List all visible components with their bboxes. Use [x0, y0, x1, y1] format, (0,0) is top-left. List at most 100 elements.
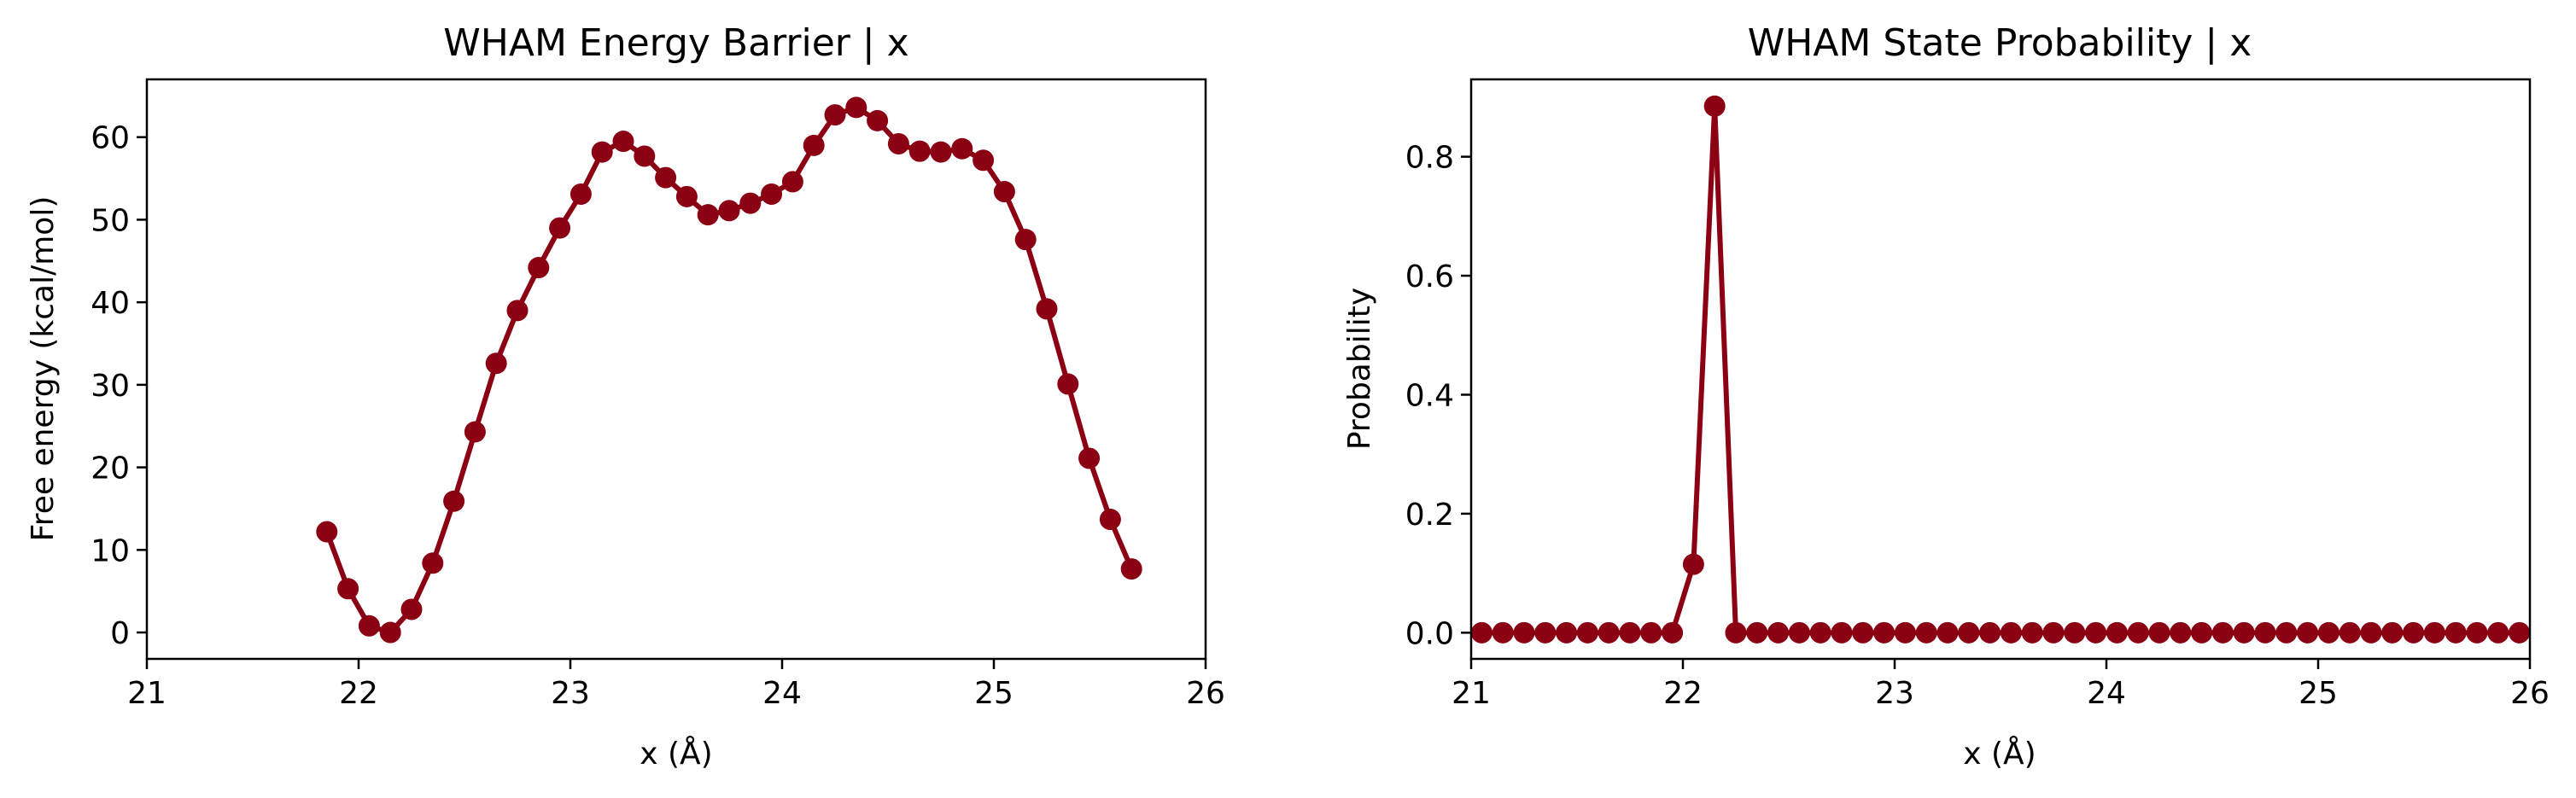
probability-data-point: [1936, 621, 1959, 644]
probability-data-point: [1682, 553, 1704, 575]
probability-data-point: [2191, 621, 2213, 644]
probability-data-point: [1767, 621, 1790, 644]
probability-data-point: [1598, 621, 1620, 644]
energy-data-point: [697, 204, 719, 226]
probability-data-point: [2509, 621, 2531, 644]
probability-data-point: [1534, 621, 1557, 644]
energy-y-axis-label: Free energy (kcal/mol): [26, 196, 61, 542]
probability-data-point: [1979, 621, 2001, 644]
energy-data-point: [634, 145, 656, 167]
energy-data-point: [485, 352, 507, 375]
energy-data-point: [951, 137, 973, 160]
probability-data-point: [2064, 621, 2086, 644]
probability-ticks: 21 22 23 24 25 26 0.0 0.2 0.4 0.6 0.8: [1405, 141, 2550, 711]
probability-data-point: [1788, 621, 1810, 644]
energy-data-point: [803, 134, 825, 156]
energy-data-point: [655, 166, 677, 189]
probability-data-point: [2487, 621, 2509, 644]
energy-y-tick-label: 0: [110, 616, 130, 651]
probability-y-tick-label: 0.2: [1405, 498, 1454, 533]
probability-data-point: [1894, 621, 1916, 644]
energy-data-point: [761, 183, 783, 205]
probability-data-point: [2233, 621, 2255, 644]
probability-data-point: [2297, 621, 2319, 644]
energy-y-tick-label: 10: [91, 533, 130, 568]
probability-x-tick-label: 25: [2299, 676, 2338, 711]
probability-series: [1470, 95, 2531, 644]
energy-x-tick-label: 21: [127, 676, 166, 711]
probability-y-tick-label: 0.0: [1405, 616, 1454, 651]
energy-data-point: [549, 217, 571, 239]
probability-y-tick-label: 0.8: [1405, 141, 1454, 176]
energy-plot-frame: [145, 78, 1207, 661]
probability-data-point: [2317, 621, 2339, 644]
probability-chart-title: WHAM State Probability | x: [1748, 21, 2252, 65]
probability-data-point: [2403, 621, 2425, 644]
energy-series: [316, 96, 1142, 644]
probability-data-point: [1809, 621, 1831, 644]
energy-data-point: [337, 578, 359, 600]
probability-data-point: [1513, 621, 1535, 644]
probability-x-tick-label: 23: [1875, 676, 1914, 711]
energy-data-point: [781, 171, 803, 193]
energy-data-point: [422, 552, 444, 574]
energy-data-point: [675, 185, 698, 207]
energy-barrier-chart: WHAM Energy Barrier | x 21 22 23 24 25 260102…: [26, 21, 1225, 772]
energy-x-tick-label: 24: [762, 676, 802, 711]
energy-x-tick-label: 22: [339, 676, 378, 711]
probability-data-point: [1915, 621, 1937, 644]
probability-data-point: [2211, 621, 2234, 644]
energy-y-tick-label: 30: [91, 369, 130, 404]
energy-x-tick-label: 23: [551, 676, 590, 711]
probability-data-point: [2085, 621, 2107, 644]
probability-data-point: [2423, 621, 2445, 644]
probability-data-point: [1852, 621, 1874, 644]
probability-x-tick-label: 22: [1663, 676, 1703, 711]
energy-data-point: [379, 621, 401, 644]
energy-data-point: [993, 181, 1015, 203]
probability-data-point: [2360, 621, 2382, 644]
energy-data-point: [612, 131, 634, 153]
energy-data-point: [1078, 447, 1101, 469]
energy-chart-title: WHAM Energy Barrier | x: [443, 21, 908, 65]
energy-data-point: [930, 141, 952, 163]
probability-data-point: [2381, 621, 2404, 644]
probability-data-point: [1703, 95, 1726, 117]
probability-series-line: [1479, 103, 2522, 636]
energy-data-point: [908, 140, 931, 162]
probability-data-point: [1662, 621, 1684, 644]
energy-data-point: [443, 490, 465, 512]
probability-y-tick-label: 0.6: [1405, 259, 1454, 294]
energy-data-point: [824, 104, 846, 126]
state-probability-chart: WHAM State Probability | x 21 22 23 24 25 26 0…: [1342, 21, 2550, 772]
energy-data-point: [400, 598, 423, 620]
probability-data-point: [2445, 621, 2467, 644]
probability-x-tick-label: 24: [2087, 676, 2126, 711]
energy-data-point: [528, 257, 550, 279]
energy-y-tick-label: 60: [91, 121, 130, 156]
probability-data-point: [2042, 621, 2065, 644]
energy-y-tick-label: 40: [91, 286, 130, 321]
energy-x-tick-label: 26: [1186, 676, 1225, 711]
probability-x-axis-label: x (Å): [1963, 735, 2036, 772]
probability-data-point: [2021, 621, 2043, 644]
energy-data-point: [845, 96, 867, 119]
probability-plot-frame: [1469, 78, 2532, 661]
probability-data-point: [2127, 621, 2149, 644]
energy-data-point: [1120, 558, 1142, 580]
energy-data-point: [1014, 229, 1037, 251]
probability-data-point: [2275, 621, 2298, 644]
energy-data-point: [887, 132, 909, 154]
energy-data-point: [464, 421, 486, 443]
probability-data-point: [1958, 621, 1980, 644]
probability-data-point: [2148, 621, 2170, 644]
energy-data-point: [973, 149, 995, 172]
energy-data-point: [867, 109, 889, 131]
probability-data-point: [1873, 621, 1895, 644]
energy-y-tick-label: 20: [91, 451, 130, 486]
probability-data-point: [2106, 621, 2128, 644]
probability-data-point: [1831, 621, 1853, 644]
probability-data-point: [1576, 621, 1598, 644]
probability-data-point: [1640, 621, 1662, 644]
probability-data-point: [2170, 621, 2192, 644]
